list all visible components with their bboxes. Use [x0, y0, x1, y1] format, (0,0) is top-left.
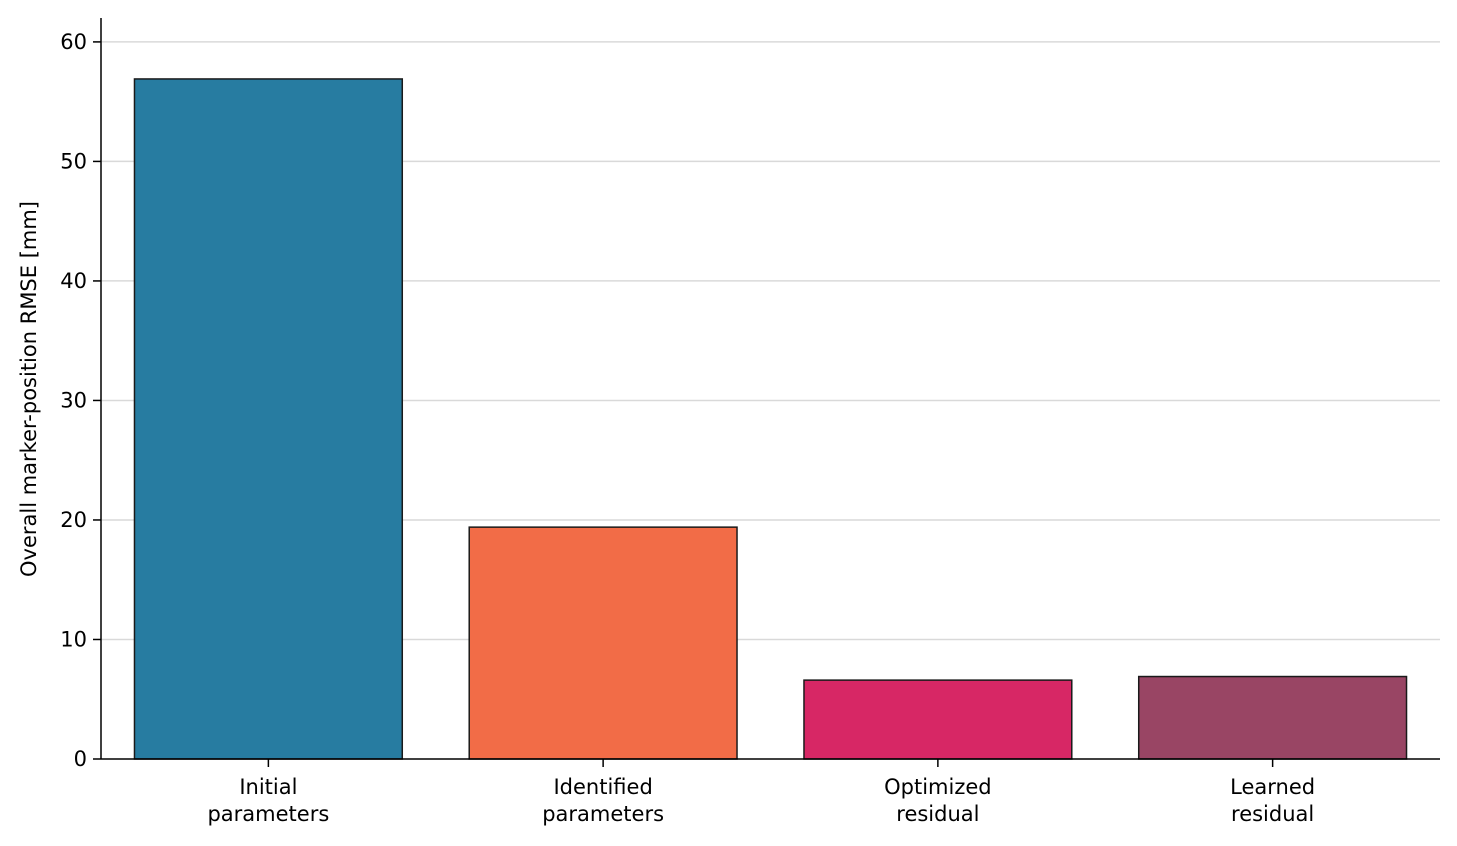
- x-tick-label-line: residual: [1231, 802, 1314, 826]
- x-ticks: Initial parameters Identified parameters Opt…: [207, 759, 1315, 826]
- x-tick-label-line: residual: [896, 802, 979, 826]
- y-tick-label: 20: [60, 508, 87, 532]
- y-ticks: 0 10 20 30 40 50 60: [60, 30, 101, 771]
- y-tick-label: 40: [60, 269, 87, 293]
- bar: [803, 679, 1073, 760]
- x-tick-label: Learned residual: [1230, 775, 1315, 826]
- x-tick-label: Optimized residual: [884, 775, 992, 826]
- bar: [1137, 675, 1408, 760]
- axes: [100, 18, 1440, 760]
- y-axis-title: Overall marker-position RMSE [mm]: [17, 201, 41, 577]
- x-tick-label-line: parameters: [207, 802, 329, 826]
- x-tick-label: Identified parameters: [542, 775, 664, 826]
- x-tick-label: Initial parameters: [207, 775, 329, 826]
- x-tick-label-line: parameters: [542, 802, 664, 826]
- y-tick-label: 30: [60, 388, 87, 412]
- bar: [468, 526, 738, 760]
- y-tick-label: 10: [60, 627, 87, 651]
- bars: [133, 78, 1408, 760]
- x-tick-label-line: Optimized: [884, 775, 992, 799]
- x-tick-label-line: Initial: [239, 775, 297, 799]
- y-tick-label: 50: [60, 149, 87, 173]
- bar: [133, 78, 404, 760]
- y-tick-label: 60: [60, 30, 87, 54]
- y-tick-label: 0: [74, 747, 87, 771]
- x-tick-label-line: Identified: [553, 775, 652, 799]
- x-tick-label-line: Learned: [1230, 775, 1315, 799]
